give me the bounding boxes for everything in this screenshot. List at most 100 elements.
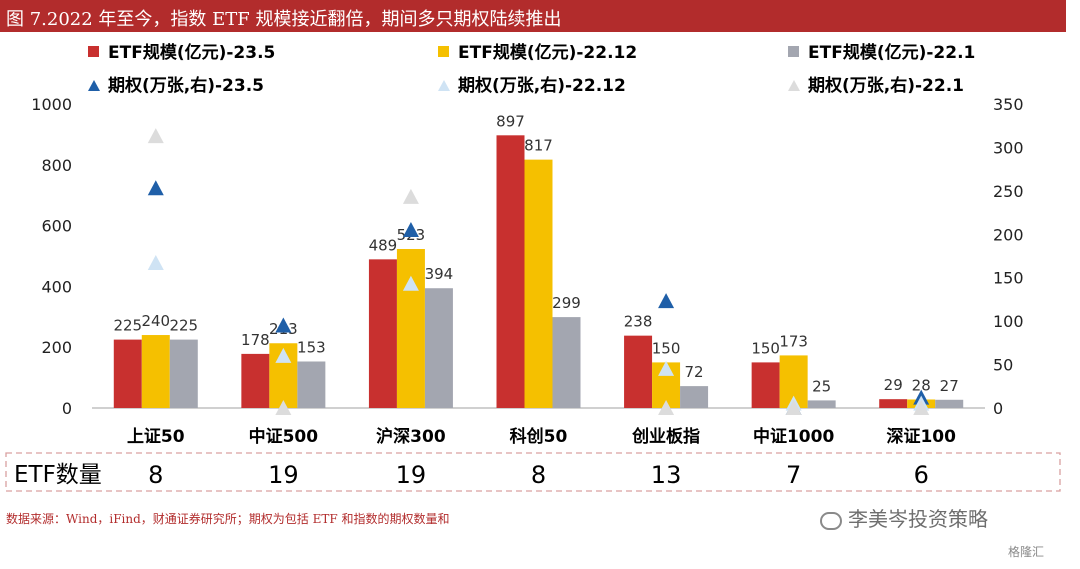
bar — [424, 288, 453, 408]
y-left-tick-label: 0 — [62, 399, 72, 418]
y-right-tick-label: 100 — [993, 312, 1024, 331]
bar-data-label: 817 — [524, 137, 553, 155]
bar — [396, 249, 425, 408]
legend-label: 期权(万张,右)-22.12 — [458, 75, 626, 96]
bar-data-label: 225 — [113, 317, 142, 335]
etf-count-row: ETF数量 8 19 19 8 13 7 6 — [5, 452, 1061, 492]
bar-data-label: 299 — [552, 294, 581, 312]
brand-name: 李美岑投资策略 — [848, 507, 988, 531]
bar — [496, 135, 525, 408]
bar-data-label: 150 — [652, 339, 681, 357]
bar — [169, 339, 198, 408]
etf-count-value: 6 — [914, 461, 929, 489]
option-marker — [913, 400, 930, 415]
option-marker — [402, 221, 419, 237]
title-bar: 图 7.2022 年至今，指数 ETF 规模接近翻倍，期间多只期权陆续推出 — [0, 0, 1066, 32]
etf-count-value: 8 — [148, 461, 163, 489]
bar-data-label: 27 — [940, 377, 959, 395]
x-category-label: 中证500 — [249, 426, 319, 447]
bar — [241, 353, 270, 408]
legend-swatch — [788, 46, 799, 57]
bar — [807, 400, 836, 408]
y-left-tick-label: 400 — [41, 277, 72, 296]
legend-label: ETF规模(亿元)-23.5 — [108, 42, 275, 63]
option-marker — [785, 400, 802, 415]
legend-swatch — [88, 46, 99, 57]
etf-count-value: 19 — [396, 461, 427, 489]
y-right-tick-label: 300 — [993, 138, 1024, 157]
bar-data-label: 29 — [884, 376, 903, 394]
x-category-label: 中证1000 — [753, 426, 834, 447]
bar-data-label: 178 — [241, 331, 270, 349]
option-marker — [275, 347, 292, 363]
y-left-tick-label: 800 — [41, 156, 72, 175]
legend-label: 期权(万张,右)-22.1 — [808, 75, 964, 96]
legend-swatch — [438, 80, 450, 91]
etf-scale-chart: ETF规模(亿元)-23.5 ETF规模(亿元)-22.12 ETF规模(亿元)-2… — [5, 42, 1061, 492]
option-marker — [658, 400, 675, 415]
option-marker — [275, 317, 292, 333]
bar-data-label: 173 — [779, 332, 808, 350]
bar — [552, 317, 581, 408]
option-marker — [147, 254, 164, 270]
y-right-tick-label: 50 — [993, 356, 1013, 375]
bar — [141, 335, 170, 408]
bar-data-label: 240 — [141, 312, 170, 330]
etf-count-label: ETF数量 — [14, 462, 102, 488]
bar-data-label: 150 — [751, 339, 780, 357]
legend-label: ETF规模(亿元)-22.12 — [458, 42, 637, 63]
brand-credit: 李美岑投资策略 — [820, 503, 988, 532]
option-marker — [275, 400, 292, 415]
legend-label: ETF规模(亿元)-22.1 — [808, 42, 975, 63]
option-marker — [402, 188, 419, 204]
y-right-tick-label: 200 — [993, 225, 1024, 244]
y-right-tick-label: 350 — [993, 95, 1024, 114]
option-marker — [658, 360, 675, 376]
watermark: 格隆汇 — [1008, 545, 1045, 559]
bar-data-label: 153 — [297, 338, 326, 356]
y-left-tick-label: 600 — [41, 217, 72, 236]
option-marker — [147, 180, 164, 196]
bar — [935, 399, 964, 408]
source-note: 数据来源：Wind，iFind，财通证券研究所；期权为包括 ETF 和指数的期权… — [6, 512, 450, 526]
bar — [368, 259, 397, 408]
bar — [751, 362, 780, 408]
chart-legend: ETF规模(亿元)-23.5 ETF规模(亿元)-22.12 ETF规模(亿元)-2… — [88, 42, 975, 96]
bar — [297, 361, 326, 408]
bar-data-label: 897 — [496, 112, 525, 130]
option-marker — [147, 128, 164, 144]
bar — [524, 159, 553, 408]
x-category-label: 创业板指 — [631, 426, 700, 447]
y-right-tick-label: 0 — [993, 399, 1003, 418]
legend-label: 期权(万张,右)-23.5 — [108, 75, 264, 96]
figure-title: 图 7.2022 年至今，指数 ETF 规模接近翻倍，期间多只期权陆续推出 — [6, 9, 562, 30]
y-left-tick-label: 200 — [41, 338, 72, 357]
bar-series-group: 2251784898972381502924021352381715017328… — [113, 112, 964, 408]
option-marker — [658, 293, 675, 309]
bar-data-label: 238 — [624, 313, 653, 331]
x-category-label: 上证50 — [127, 427, 185, 447]
bar-data-label: 72 — [685, 363, 704, 381]
legend-swatch — [88, 80, 100, 91]
y-right-tick-label: 250 — [993, 182, 1024, 201]
etf-count-value: 19 — [268, 461, 299, 489]
bar-data-label: 489 — [369, 236, 398, 254]
wechat-icon — [820, 511, 842, 530]
bar — [879, 399, 908, 408]
bar-data-label: 25 — [812, 377, 831, 395]
option-marker-group — [147, 128, 930, 415]
etf-count-value: 13 — [651, 461, 682, 489]
y-right-tick-label: 150 — [993, 269, 1024, 288]
legend-swatch — [788, 80, 800, 91]
bar — [624, 335, 653, 408]
bar-data-label: 28 — [912, 376, 931, 394]
bar-data-label: 394 — [425, 265, 454, 283]
etf-count-value: 7 — [786, 461, 801, 489]
option-marker — [402, 275, 419, 291]
x-category-label: 科创50 — [510, 426, 568, 447]
x-category-label: 沪深300 — [376, 426, 446, 447]
bar — [680, 386, 709, 408]
etf-count-value: 8 — [531, 461, 546, 489]
bar-data-label: 225 — [169, 317, 198, 335]
y-left-tick-label: 1000 — [31, 95, 72, 114]
